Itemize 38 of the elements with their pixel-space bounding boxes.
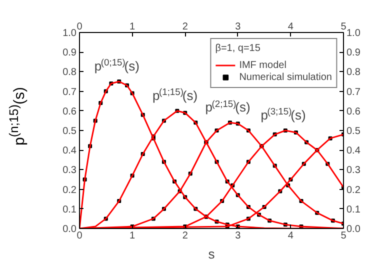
x2-tick-label: 4: [288, 230, 294, 242]
y-tick-label: 0.3: [62, 165, 77, 176]
x2-tick-label: 3: [235, 230, 242, 242]
legend-label: Numerical simulation: [239, 71, 332, 83]
x2-tick-label: 5: [340, 230, 347, 242]
x-axis-title: s: [208, 246, 216, 262]
x-tick-label: 4: [288, 22, 294, 32]
x2-tick-label: 2: [182, 230, 188, 242]
x-tick-label: 2: [182, 22, 188, 32]
y2-tick-label: 0.6: [346, 106, 361, 118]
y-tick-label: 0.5: [62, 126, 77, 137]
y2-tick-label: 0.8: [346, 67, 361, 78]
y2-tick-label: 0.9: [346, 48, 361, 59]
y-tick-label: 0.9: [62, 48, 77, 59]
x-tick-label: 0: [76, 22, 83, 32]
y-tick-label: 1.0: [62, 28, 77, 39]
y2-tick-label: 0.0: [346, 224, 361, 235]
legend-label: IMF model: [239, 59, 286, 71]
y2-tick-label: 0.2: [346, 184, 361, 196]
x-tick-label: 3: [235, 22, 242, 32]
x2-tick-label: 0: [76, 230, 83, 242]
y-tick-label: 0.2: [62, 184, 77, 196]
legend-title: β=1, q=15: [215, 43, 262, 54]
y-tick-label: 0.4: [62, 146, 77, 157]
y-tick-label: 0.7: [62, 86, 77, 98]
y2-tick-label: 0.5: [346, 126, 361, 137]
y-tick-label: 0.6: [62, 106, 77, 118]
y2-tick-label: 0.4: [346, 146, 361, 157]
x2-tick-label: 1: [130, 230, 136, 242]
y2-tick-label: 0.3: [346, 165, 361, 176]
y-tick-label: 0.1: [62, 204, 77, 216]
x-tick-label: 5: [340, 22, 347, 32]
y-tick-label: 0.0: [62, 224, 77, 235]
x-tick-label: 1: [130, 22, 136, 32]
y2-tick-label: 0.1: [346, 204, 361, 216]
y-tick-label: 0.8: [62, 67, 77, 78]
y2-tick-label: 0.7: [346, 86, 361, 98]
y2-tick-label: 1.0: [346, 28, 361, 39]
